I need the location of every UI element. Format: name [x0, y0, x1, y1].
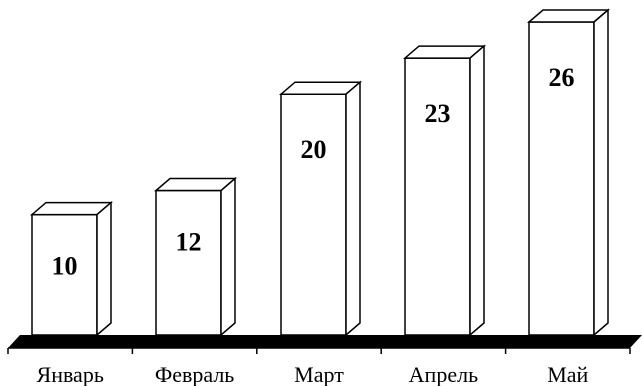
bar-front [155, 189, 222, 336]
bar-value-label: 10 [52, 252, 78, 281]
bar-side [345, 80, 361, 337]
bar-3: 20 [278, 80, 363, 337]
bar-side [593, 8, 609, 337]
bar-4: 23 [402, 44, 487, 337]
bar-2: 12 [153, 176, 238, 337]
x-category-label: Март [294, 362, 344, 386]
bar-side [96, 200, 112, 337]
bar-front [528, 21, 595, 336]
bar-5: 26 [526, 8, 611, 337]
category-labels: Январь Февраль Март Апрель Май [37, 362, 589, 386]
bar-value-label: 20 [301, 135, 327, 164]
bar-value-label: 12 [176, 228, 202, 257]
bar-front [280, 93, 347, 336]
x-category-label: Февраль [155, 362, 235, 386]
bar-1: 10 [29, 200, 114, 337]
bar-side [220, 176, 236, 337]
x-category-label: Май [547, 362, 588, 386]
x-category-label: Январь [37, 362, 104, 386]
bar-front [31, 213, 98, 336]
x-axis-ticks [7, 348, 631, 354]
chart-floor [8, 335, 642, 348]
bars-group: 10 12 20 23 26 [29, 8, 611, 337]
bar-value-label: 23 [425, 99, 451, 128]
x-category-label: Апрель [409, 362, 478, 386]
bar-value-label: 26 [549, 63, 575, 92]
bar-side [469, 44, 485, 337]
